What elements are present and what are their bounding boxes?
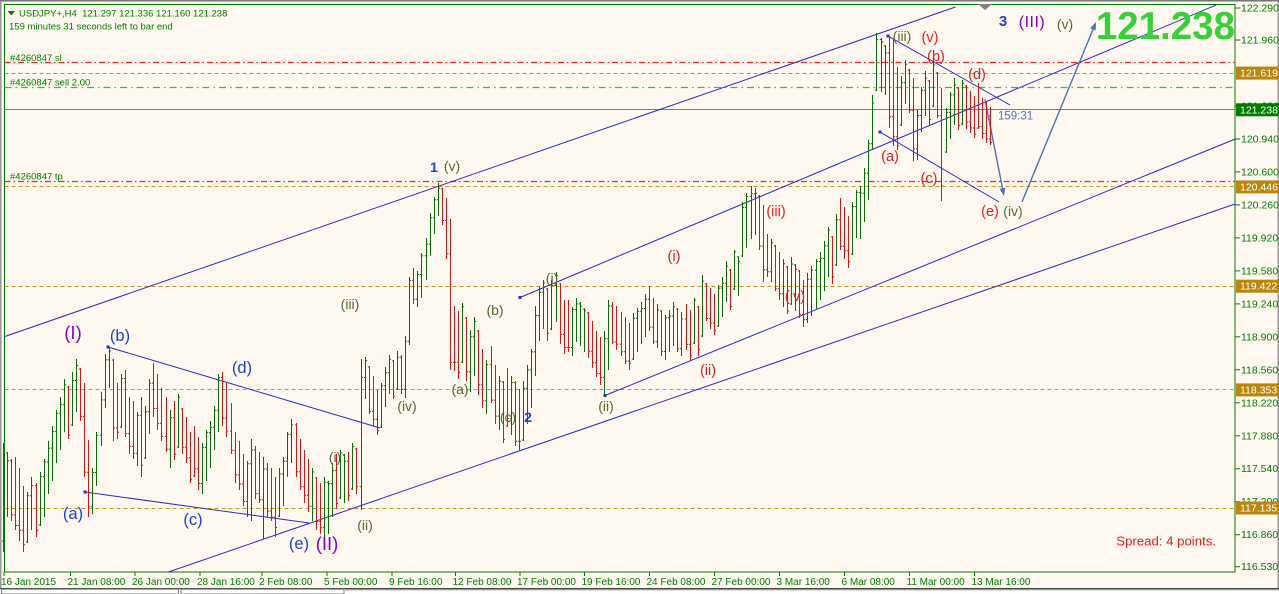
svg-text:159 minutes 31 seconds left to: 159 minutes 31 seconds left to bar end [9,22,173,33]
svg-text:(I): (I) [64,322,81,343]
svg-text:118.220: 118.220 [1241,397,1278,409]
svg-text:9 Feb 16:00: 9 Feb 16:00 [389,577,443,588]
svg-text:120.940: 120.940 [1241,134,1279,146]
svg-text:17 Feb 00:00: 17 Feb 00:00 [517,577,576,588]
svg-text:117.540: 117.540 [1241,463,1278,475]
svg-text:(b): (b) [110,327,130,345]
svg-text:2: 2 [524,409,532,425]
svg-text:(v): (v) [1057,16,1073,32]
svg-text:24 Feb 08:00: 24 Feb 08:00 [647,577,706,588]
svg-text:(a): (a) [881,149,899,165]
svg-text:(i): (i) [668,249,681,265]
svg-text:121.238: 121.238 [1096,5,1235,48]
svg-text:119.920: 119.920 [1241,232,1278,244]
svg-text:Spread: 4 points.: Spread: 4 points. [1116,534,1216,549]
svg-text:19 Feb 16:00: 19 Feb 16:00 [582,577,641,588]
svg-text:3: 3 [999,13,1007,30]
svg-text:(b): (b) [927,49,945,65]
svg-text:118.560: 118.560 [1241,364,1278,376]
svg-text:(iii): (iii) [893,28,912,44]
svg-text:(iv): (iv) [1003,203,1022,219]
svg-text:(ii): (ii) [700,363,716,379]
svg-text:12 Feb 08:00: 12 Feb 08:00 [453,577,512,588]
svg-text:(c): (c) [500,409,516,425]
svg-text:(iv): (iv) [785,289,805,305]
svg-text:118.353: 118.353 [1240,384,1277,396]
svg-text:(i): (i) [546,270,558,286]
svg-text:(b): (b) [486,302,503,318]
svg-text:21 Jan 08:00: 21 Jan 08:00 [68,577,126,588]
svg-text:(c): (c) [921,171,938,187]
svg-text:6 Mar 08:00: 6 Mar 08:00 [842,577,896,588]
svg-text:(c): (c) [183,511,202,529]
svg-text:(iii): (iii) [341,296,360,312]
svg-text:121.619: 121.619 [1240,68,1278,80]
svg-text:116.860: 116.860 [1241,529,1278,541]
svg-text:(d): (d) [968,67,986,83]
svg-text:122.290: 122.290 [1241,3,1279,15]
svg-text:(a): (a) [63,505,83,523]
svg-text:27 Feb 00:00: 27 Feb 00:00 [712,577,771,588]
svg-text:(II): (II) [316,533,339,554]
svg-text:(v): (v) [444,158,460,174]
svg-text:#4260847 sl: #4260847 sl [10,53,62,64]
svg-text:(III): (III) [1019,14,1046,31]
svg-text:120.260: 120.260 [1241,199,1279,211]
svg-text:119.240: 119.240 [1241,298,1278,310]
svg-text:(a): (a) [451,381,468,397]
svg-text:28 Jan 16:00: 28 Jan 16:00 [197,577,255,588]
svg-text:119.580: 119.580 [1241,265,1278,277]
svg-text:(e): (e) [289,535,309,553]
svg-text:26 Jan 00:00: 26 Jan 00:00 [132,577,190,588]
svg-text:121.960: 121.960 [1241,35,1279,47]
svg-text:11 Mar 00:00: 11 Mar 00:00 [907,577,966,588]
svg-text:16 Jan 2015: 16 Jan 2015 [1,577,56,588]
svg-text:159:31: 159:31 [998,111,1033,123]
svg-text:(i): (i) [329,449,341,465]
svg-text:(d): (d) [232,359,252,377]
svg-text:120.446: 120.446 [1240,181,1278,193]
svg-text:(ii): (ii) [598,398,614,414]
svg-text:(iii): (iii) [766,204,785,220]
svg-text:117.880: 117.880 [1241,430,1278,442]
svg-text:(ii): (ii) [357,517,373,533]
svg-text:USDJPY+,H4 121.297 121.336 12: USDJPY+,H4 121.297 121.336 121.160 121.2… [19,9,227,20]
svg-text:#4260847 tp: #4260847 tp [10,172,63,183]
svg-text:‹: ‹ [987,109,991,124]
svg-text:3 Mar 16:00: 3 Mar 16:00 [777,577,831,588]
svg-text:1: 1 [430,159,438,175]
svg-text:117.135: 117.135 [1240,503,1277,515]
svg-text:120.600: 120.600 [1241,166,1279,178]
svg-text:#4260847 sell 2.00: #4260847 sell 2.00 [10,78,90,89]
svg-text:116.530: 116.530 [1241,561,1278,573]
svg-text:118.900: 118.900 [1241,331,1278,343]
svg-text:119.422: 119.422 [1240,281,1277,293]
svg-text:121.238: 121.238 [1240,104,1278,116]
svg-text:(iv): (iv) [397,398,416,414]
svg-text:(e): (e) [981,204,999,220]
svg-text:13 Mar 16:00: 13 Mar 16:00 [972,577,1031,588]
svg-text:2 Feb 08:00: 2 Feb 08:00 [259,577,313,588]
svg-text:5 Feb 00:00: 5 Feb 00:00 [324,577,378,588]
svg-text:(v): (v) [922,30,939,46]
